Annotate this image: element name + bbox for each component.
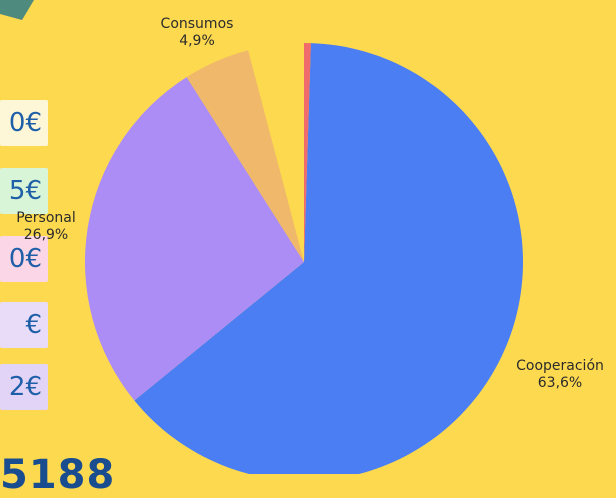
pie-chart — [84, 43, 523, 474]
label-cooperacion-value: 63,6% — [537, 375, 583, 391]
amount-box: € — [0, 302, 48, 348]
label-cooperacion-name: Cooperación — [516, 358, 604, 374]
label-personal-name: Personal — [16, 210, 76, 226]
label-consumos-value: 4,9% — [179, 33, 215, 49]
pie-slice-personal — [84, 77, 304, 401]
total-amount-text: 5188 — [0, 452, 116, 498]
corner-decoration — [0, 0, 34, 20]
amount-box: 0€ — [0, 236, 48, 282]
label-consumos: Consumos 4,9% — [145, 16, 249, 50]
label-personal: Personal 26,9% — [5, 210, 87, 244]
label-personal-value: 26,9% — [23, 227, 69, 243]
amount-box: 2€ — [0, 364, 48, 410]
amount-box: 5€ — [0, 168, 48, 214]
amount-box: 0€ — [0, 100, 48, 146]
stage — [0, 0, 523, 474]
label-consumos-name: Consumos — [160, 16, 234, 32]
pie-slice-cooperacin — [134, 43, 523, 474]
label-cooperacion: Cooperación 63,6% — [505, 358, 615, 392]
pie-slice-unlabeled-4 — [304, 43, 311, 262]
pie-slice-consumos — [186, 50, 304, 263]
pie-slice-unlabeled-3 — [248, 43, 304, 262]
